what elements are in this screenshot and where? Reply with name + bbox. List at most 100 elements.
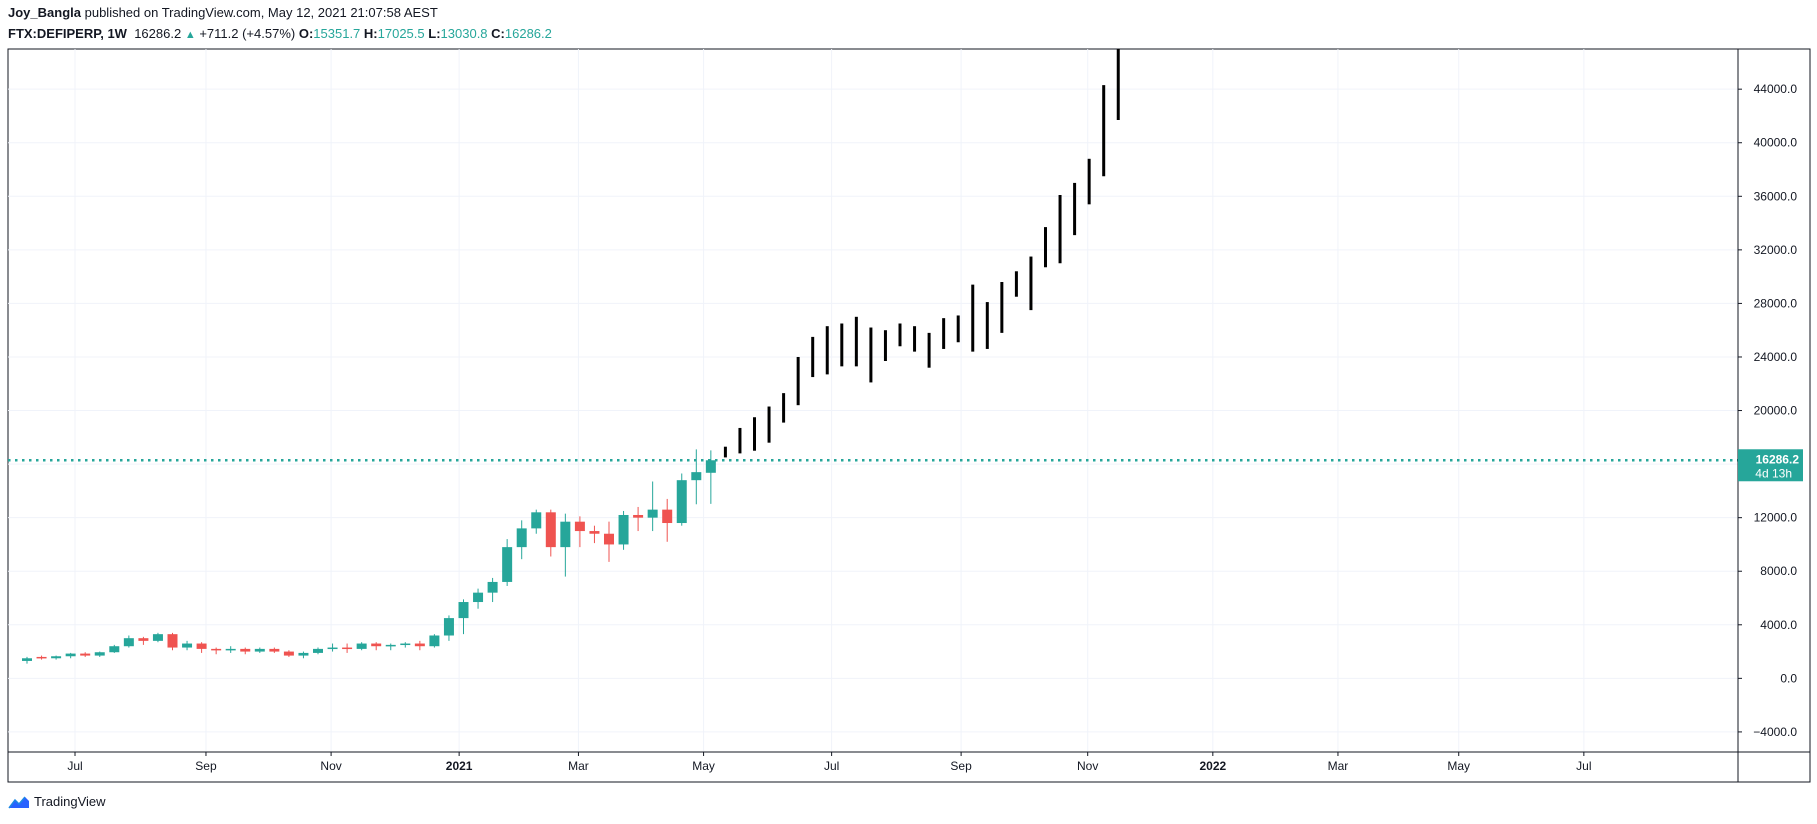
y-tick-label: 36000.0	[1754, 189, 1798, 203]
y-tick-label: 20000.0	[1754, 404, 1798, 418]
close-label: C:	[491, 26, 505, 41]
candle-body	[662, 509, 673, 524]
candle-body	[487, 581, 498, 593]
x-tick-label: May	[692, 759, 715, 773]
x-tick-label: Mar	[1328, 759, 1349, 773]
candle-body	[298, 652, 309, 656]
y-tick-label: 44000.0	[1754, 82, 1798, 96]
candle-body	[647, 509, 658, 518]
candle-body	[400, 643, 411, 646]
x-tick-label: Jul	[1576, 759, 1591, 773]
x-tick-label: Nov	[320, 759, 341, 773]
low-value: 13030.8	[440, 26, 488, 41]
candle-body	[269, 648, 280, 652]
candle-body	[443, 618, 454, 636]
candle-body	[356, 643, 367, 649]
brand-label: TradingView	[34, 794, 106, 809]
x-tick-label: 2021	[446, 759, 473, 773]
low-label: L:	[428, 26, 441, 41]
candle-body	[560, 521, 571, 548]
candle-body	[109, 646, 120, 653]
candle-body	[385, 644, 396, 647]
price-tag-value: 16286.2	[1756, 452, 1800, 466]
candle-body	[225, 648, 236, 651]
candle-body	[705, 460, 716, 473]
candle-body	[182, 643, 193, 648]
candle-body	[196, 643, 207, 649]
x-tick-label: Jul	[824, 759, 839, 773]
candle-body	[618, 514, 629, 545]
y-tick-label: 28000.0	[1754, 296, 1798, 310]
candle-body	[51, 656, 62, 659]
x-tick-label: Jul	[67, 759, 82, 773]
candle-body	[123, 638, 134, 647]
candle-body	[516, 528, 527, 548]
candle-body	[473, 592, 484, 603]
y-tick-label: 12000.0	[1754, 511, 1798, 525]
candles	[22, 449, 716, 664]
y-tick-label: 8000.0	[1760, 564, 1797, 578]
y-tick-label: 4000.0	[1760, 618, 1797, 632]
chart-frame	[7, 48, 1811, 783]
candle-body	[502, 547, 513, 582]
publish-info: Joy_Bangla published on TradingView.com,…	[8, 5, 438, 21]
candle-body	[22, 658, 32, 661]
close-value: 16286.2	[504, 26, 552, 41]
y-tick-label: 32000.0	[1754, 243, 1798, 257]
candle-body	[327, 647, 338, 650]
candle-body	[36, 656, 47, 659]
candle-body	[211, 648, 222, 651]
candle-body	[254, 648, 265, 652]
high-value: 17025.5	[377, 26, 425, 41]
y-tick-label: 24000.0	[1754, 350, 1798, 364]
candle-body	[80, 653, 91, 656]
y-tick-label: −4000.0	[1753, 725, 1797, 739]
candle-body	[604, 533, 614, 545]
price-tag-box	[1738, 449, 1803, 482]
candle-body	[152, 634, 163, 641]
candle-body	[691, 472, 702, 481]
x-tick-label: Mar	[568, 759, 589, 773]
x-tick-label: Sep	[950, 759, 972, 773]
candle-body	[65, 653, 76, 657]
grid	[8, 49, 1738, 752]
candle-body	[313, 648, 323, 653]
candle-body	[676, 480, 687, 524]
axes: −4000.00.04000.08000.012000.016000.02000…	[8, 49, 1810, 782]
y-tick-label: 40000.0	[1754, 136, 1798, 150]
candle-body	[342, 647, 353, 650]
candle-body	[167, 634, 178, 648]
x-tick-label: May	[1447, 759, 1470, 773]
candle-body	[589, 531, 600, 534]
candle-body	[371, 643, 382, 647]
author-name[interactable]: Joy_Bangla	[8, 5, 81, 20]
candle-body	[574, 521, 585, 532]
last-price: 16286.2	[134, 26, 182, 41]
candle-body	[429, 635, 440, 647]
price-tag: 16286.24d 13h	[1738, 449, 1803, 482]
open-value: 15351.7	[313, 26, 361, 41]
up-arrow-icon: ▲	[184, 29, 196, 41]
candle-body	[633, 514, 644, 518]
high-label: H:	[363, 26, 378, 41]
y-tick-label: 0.0	[1780, 671, 1797, 685]
open-label: O:	[298, 26, 314, 41]
candle-body	[94, 652, 105, 656]
candle-body	[283, 651, 294, 656]
x-tick-label: 2022	[1199, 759, 1226, 773]
candle-body	[138, 638, 149, 641]
published-text: published on TradingView.com, May 12, 20…	[84, 5, 438, 20]
projection-bars	[723, 49, 1120, 458]
ohlc-legend: FTX:DEFIPERP, 1W 16286.2 ▲ +711.2 (+4.57…	[8, 26, 552, 43]
price-change: +711.2 (+4.57%)	[199, 26, 296, 41]
candle-body	[531, 512, 542, 529]
x-tick-label: Sep	[195, 759, 217, 773]
symbol-label: FTX:DEFIPERP, 1W	[8, 26, 127, 41]
candle-body	[545, 512, 556, 548]
price-tag-countdown: 4d 13h	[1755, 466, 1792, 480]
tradingview-logo-icon	[8, 796, 29, 808]
tradingview-brand[interactable]: TradingView	[8, 794, 106, 809]
candle-body	[458, 602, 469, 619]
candle-body	[240, 648, 251, 652]
